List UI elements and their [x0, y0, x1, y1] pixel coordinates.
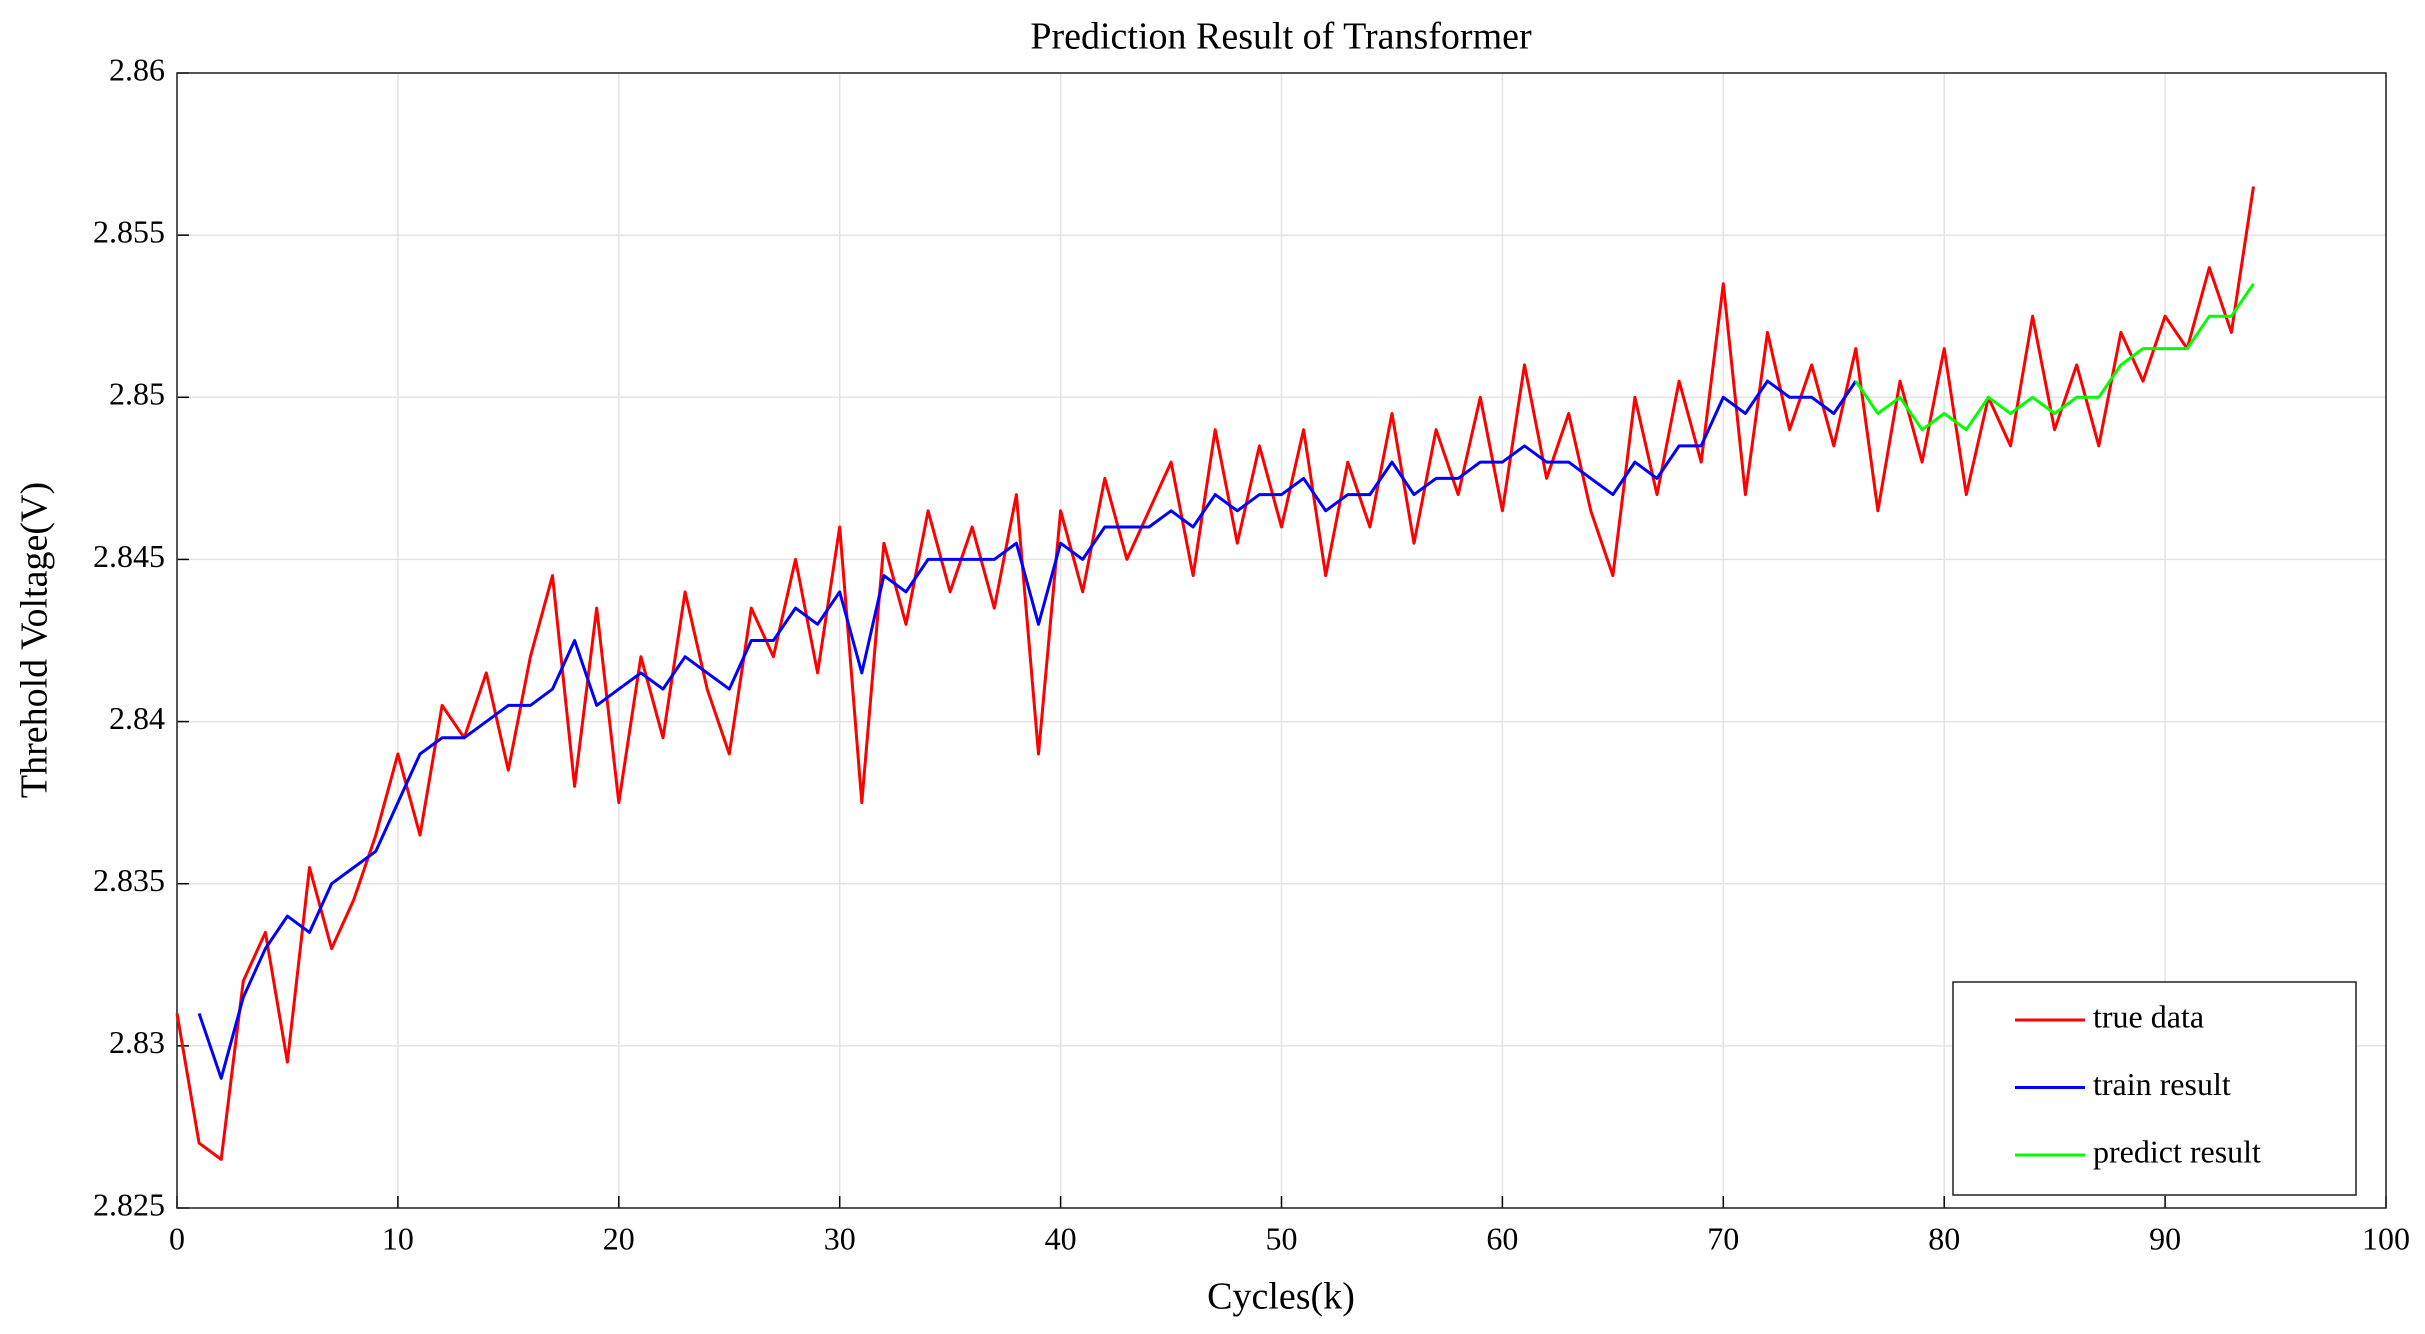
series-line — [1854, 282, 2255, 432]
y-tick-label: 2.855 — [93, 213, 165, 249]
x-tick-label: 40 — [1045, 1220, 1077, 1256]
x-tick-label: 80 — [1928, 1220, 1960, 1256]
y-axis-label: Threhold Voltage(V) — [14, 482, 56, 798]
x-tick-label: 60 — [1486, 1220, 1518, 1256]
series-line — [197, 379, 1858, 1080]
x-tick-label: 20 — [603, 1220, 635, 1256]
chart-title: Prediction Result of Transformer — [1030, 16, 1532, 58]
y-tick-label: 2.835 — [93, 862, 165, 898]
x-tick-label: 90 — [2149, 1220, 2181, 1256]
legend-label: train result — [2093, 1066, 2231, 1102]
y-tick-label: 2.845 — [93, 538, 165, 574]
legend-label: predict result — [2093, 1133, 2261, 1169]
x-tick-label: 0 — [169, 1220, 185, 1256]
y-tick-label: 2.86 — [109, 51, 165, 87]
plot-frame — [176, 72, 2387, 1209]
x-axis-label: Cycles(k) — [1207, 1276, 1355, 1318]
legend-label: true data — [2093, 998, 2204, 1034]
y-tick-label: 2.85 — [109, 376, 165, 412]
x-tick-label: 100 — [2362, 1220, 2410, 1256]
x-tick-label: 50 — [1266, 1220, 1298, 1256]
y-tick-label: 2.825 — [93, 1186, 165, 1222]
x-tick-label: 70 — [1707, 1220, 1739, 1256]
series-line — [175, 186, 2255, 1161]
y-tick-label: 2.84 — [109, 700, 165, 736]
y-tick-label: 2.83 — [109, 1024, 165, 1060]
x-tick-label: 10 — [382, 1220, 414, 1256]
x-tick-label: 30 — [824, 1220, 856, 1256]
